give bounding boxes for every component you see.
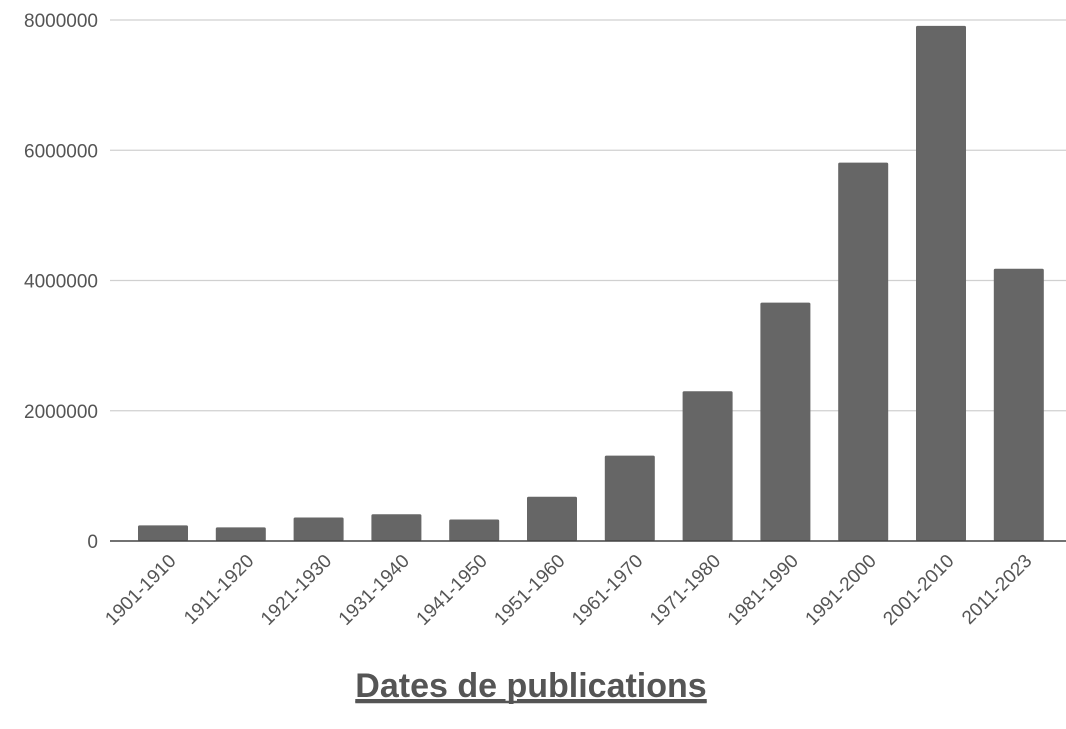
x-tick-label-1931-1940: 1931-1940 [335,551,414,630]
x-axis-tick-labels: 1901-1910 1911-19201921-19301931-19401941… [101,551,1036,630]
x-tick-label-1971-1980: 1971-1980 [646,551,725,630]
y-tick-label-2: 4000000 [24,272,98,293]
bar-1981-1990 [760,302,811,541]
bar-1911-1920 [215,527,266,541]
bar-1971-1980 [682,391,733,541]
x-tick-label-2011-2023: 2011-2023 [958,551,1036,629]
bar-1931-1940 [371,514,422,541]
bar-1951-1960 [527,496,577,541]
x-tick-label-1911-1920: 1911-1920 [180,551,258,629]
bar-1921-1930 [293,517,344,541]
bar-1901-1910 [138,525,188,541]
chart-title: Dates de publications [355,667,706,705]
bar-1991-2000 [838,162,889,541]
x-tick-label-1941-1950: 1941-1950 [413,551,492,630]
bar-1941-1950 [449,519,500,541]
x-tick-label-1921-1930: 1921-1930 [257,551,336,630]
y-axis-tick-labels: 0 2000000 4000000 6000000 8000000 [24,11,98,553]
x-tick-label-2001-2010: 2001-2010 [879,551,958,630]
x-tick-label-1951-1960: 1951-1960 [490,551,569,630]
x-tick-label-1901-1910: 1901-1910 [101,551,180,630]
x-tick-label-1961-1970: 1961-1970 [568,551,647,630]
y-tick-label-0: 0 [87,532,98,553]
gridlines [110,19,1066,412]
y-tick-label-1: 2000000 [24,402,98,423]
y-tick-label-3: 6000000 [24,141,98,162]
x-tick-label-1991-2000: 1991-2000 [802,551,881,630]
x-tick-label-1981-1990: 1981-1990 [724,551,803,630]
y-tick-label-4: 8000000 [24,11,98,32]
bar-2011-2023 [993,268,1044,541]
bar-1961-1970 [604,455,655,541]
bars [138,25,1044,541]
bar-2001-2010 [916,25,966,541]
